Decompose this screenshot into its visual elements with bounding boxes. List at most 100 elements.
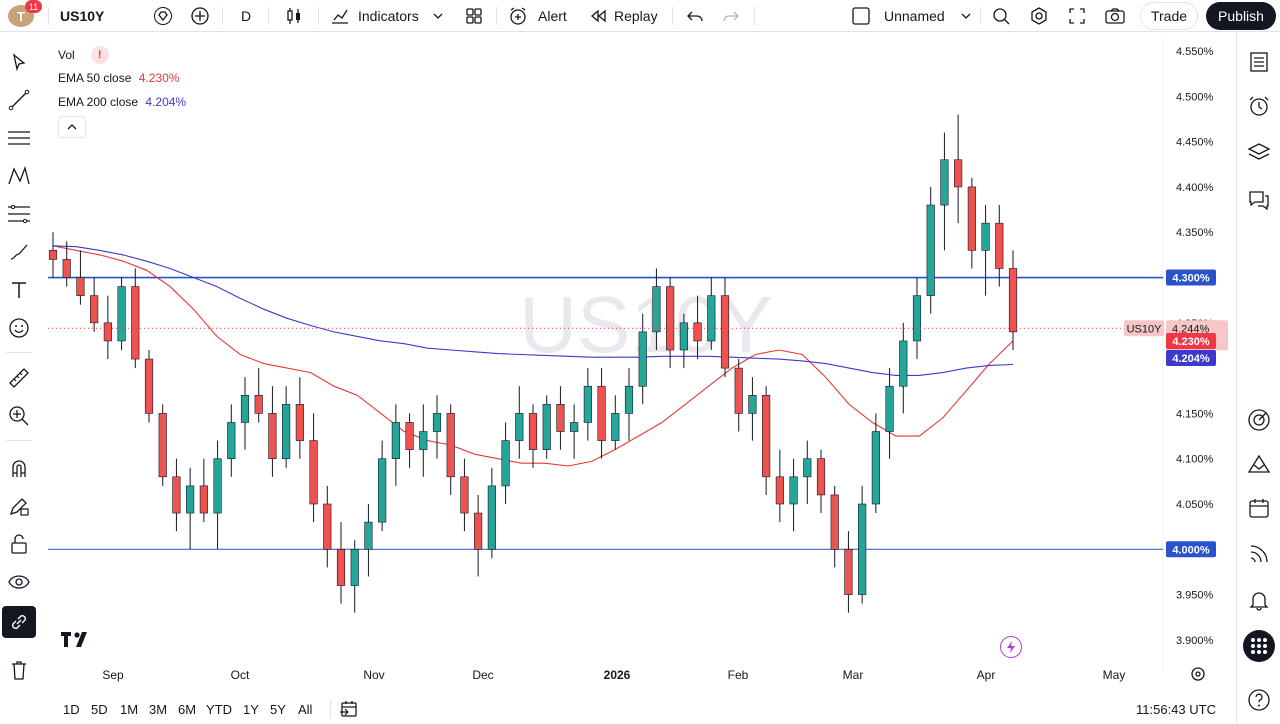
timezone-settings-icon[interactable] (1190, 666, 1206, 682)
chart-area[interactable]: US10Y 3.900% 3.950% 4.000% 4.050% 4.100% 4.150… (48, 36, 1232, 686)
publish-button[interactable]: Publish (1206, 2, 1276, 30)
interval-button[interactable]: D (234, 4, 258, 28)
redo-button[interactable] (720, 4, 742, 28)
chat-icon (1247, 189, 1271, 211)
watchlist-button[interactable] (1245, 48, 1273, 76)
range-button-6m[interactable]: 6M (178, 702, 197, 717)
clock[interactable]: 11:56:43 UTC (1136, 702, 1216, 717)
cursor-tool[interactable] (5, 48, 33, 76)
symbol-search[interactable]: US10Y (54, 4, 180, 28)
candle-body (734, 367, 743, 414)
ema200-legend[interactable]: EMA 200 close 4.204% (58, 95, 186, 109)
alert-button[interactable]: Alert (508, 4, 574, 28)
quick-search-button[interactable] (990, 4, 1012, 28)
flash-icon[interactable] (1000, 636, 1022, 658)
candle-body (405, 422, 414, 450)
candle-body (309, 440, 318, 505)
collapse-legend-button[interactable] (58, 116, 86, 138)
candle (871, 413, 880, 514)
drawing-mode-tool[interactable] (5, 492, 33, 520)
layouts-button[interactable] (462, 4, 486, 28)
chart-type-button[interactable] (282, 4, 306, 28)
measure-tool[interactable] (5, 364, 33, 392)
candle (693, 295, 702, 360)
indicators-button[interactable]: Indicators (330, 4, 452, 28)
trend-line-tool[interactable] (5, 86, 33, 114)
candle (967, 177, 976, 269)
goto-date-button[interactable] (338, 698, 360, 720)
fullscreen-button[interactable] (1066, 4, 1088, 28)
divider (330, 700, 331, 718)
candle-body (528, 413, 538, 450)
settings-button[interactable] (1028, 4, 1050, 28)
candle-body (76, 277, 85, 296)
range-button-1d[interactable]: 1D (63, 702, 80, 717)
range-button-5y[interactable]: 5Y (270, 702, 286, 717)
range-button-3m[interactable]: 3M (149, 702, 168, 717)
hline-price-label: 4.000% (1172, 544, 1210, 556)
text-tool[interactable] (5, 276, 33, 304)
horizontal-lines-tool[interactable] (5, 124, 33, 152)
candle-body (501, 440, 510, 487)
candle (611, 395, 620, 450)
ema200-price-label: 4.204% (1172, 353, 1210, 365)
warning-icon[interactable]: ! (90, 46, 109, 64)
y-tick-label: 4.550% (1176, 46, 1214, 58)
candle-body (679, 322, 688, 351)
brush-tool[interactable] (5, 238, 33, 266)
symbol-diamond-icon[interactable] (154, 7, 172, 25)
tradingview-logo[interactable] (60, 630, 92, 653)
candle (528, 404, 538, 468)
range-button-ytd[interactable]: YTD (206, 702, 232, 717)
symbol-tag-bg (1124, 320, 1164, 337)
lock-drawings-tool[interactable] (5, 530, 33, 558)
news-stream-button[interactable] (1245, 540, 1273, 568)
target-icon (1247, 408, 1271, 432)
horizontal-lines-icon (7, 128, 31, 148)
lock-icon (9, 533, 29, 555)
sync-drawings-tool[interactable] (2, 606, 36, 638)
range-button-all[interactable]: All (298, 702, 313, 717)
candle (734, 359, 743, 432)
candle-body (323, 503, 332, 550)
publish-label: Publish (1218, 8, 1264, 24)
candle (652, 268, 661, 350)
magnet-tool[interactable] (5, 454, 33, 482)
snapshot-button[interactable] (1102, 4, 1128, 28)
notifications-button[interactable] (1245, 586, 1273, 614)
vol-legend[interactable]: Vol ! (58, 46, 109, 64)
price-chart[interactable]: US10Y 3.900% 3.950% 4.000% 4.050% 4.100% 4.150… (48, 36, 1232, 686)
emoji-tool[interactable] (5, 314, 33, 342)
trash-icon (9, 659, 29, 681)
candle-body (391, 422, 400, 460)
ideas-button[interactable] (1245, 450, 1273, 478)
right-widget-bar (1236, 32, 1280, 724)
help-button[interactable] (1245, 686, 1273, 714)
pattern-tool[interactable] (5, 162, 33, 190)
candle (76, 250, 85, 305)
hide-drawings-tool[interactable] (5, 568, 33, 596)
fib-tool[interactable] (5, 200, 33, 228)
undo-button[interactable] (684, 4, 706, 28)
screener-button[interactable] (1245, 406, 1273, 434)
candle-body (583, 385, 592, 423)
layout-name-button[interactable]: Unnamed (850, 4, 974, 28)
range-button-1m[interactable]: 1M (120, 702, 139, 717)
candle-body (90, 295, 99, 324)
object-tree-button[interactable] (1245, 138, 1273, 166)
candle-body (624, 385, 634, 414)
alerts-panel-button[interactable] (1245, 92, 1273, 120)
chats-button[interactable] (1245, 186, 1273, 214)
range-button-1y[interactable]: 1Y (243, 702, 259, 717)
remove-drawings-tool[interactable] (5, 656, 33, 684)
zoom-tool[interactable] (5, 402, 33, 430)
calendar-button[interactable] (1245, 494, 1273, 522)
trade-button[interactable]: Trade (1140, 2, 1198, 30)
replay-button[interactable]: Replay (588, 4, 664, 28)
compare-symbol-button[interactable] (188, 4, 212, 28)
range-button-5d[interactable]: 5D (91, 702, 108, 717)
candle-body (487, 485, 496, 550)
products-button[interactable] (1243, 630, 1275, 662)
ema50-legend[interactable]: EMA 50 close 4.230% (58, 71, 179, 85)
candle-body (515, 413, 524, 441)
